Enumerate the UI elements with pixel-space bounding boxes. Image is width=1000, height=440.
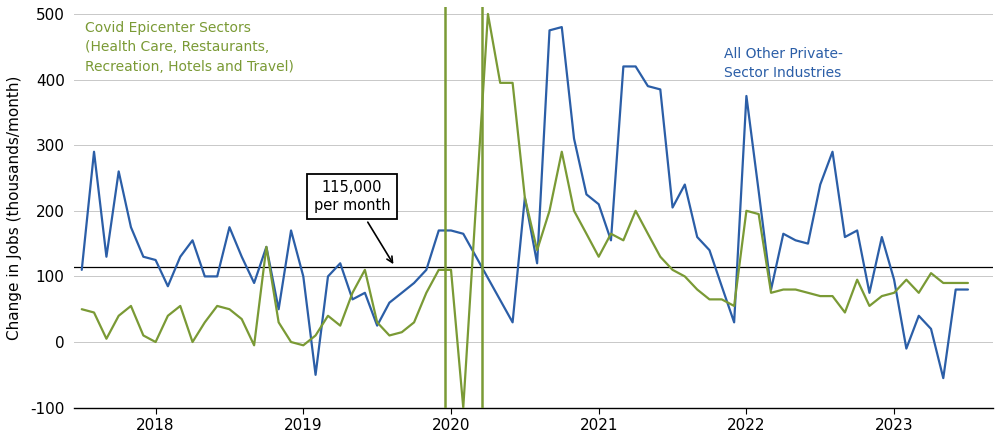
Y-axis label: Change in Jobs (thousands/month): Change in Jobs (thousands/month) <box>7 75 22 340</box>
Text: Covid Epicenter Sectors
(Health Care, Restaurants,
Recreation, Hotels and Travel: Covid Epicenter Sectors (Health Care, Re… <box>85 21 294 73</box>
Text: All Other Private-
Sector Industries: All Other Private- Sector Industries <box>724 47 843 80</box>
Text: 115,000
per month: 115,000 per month <box>314 180 392 263</box>
